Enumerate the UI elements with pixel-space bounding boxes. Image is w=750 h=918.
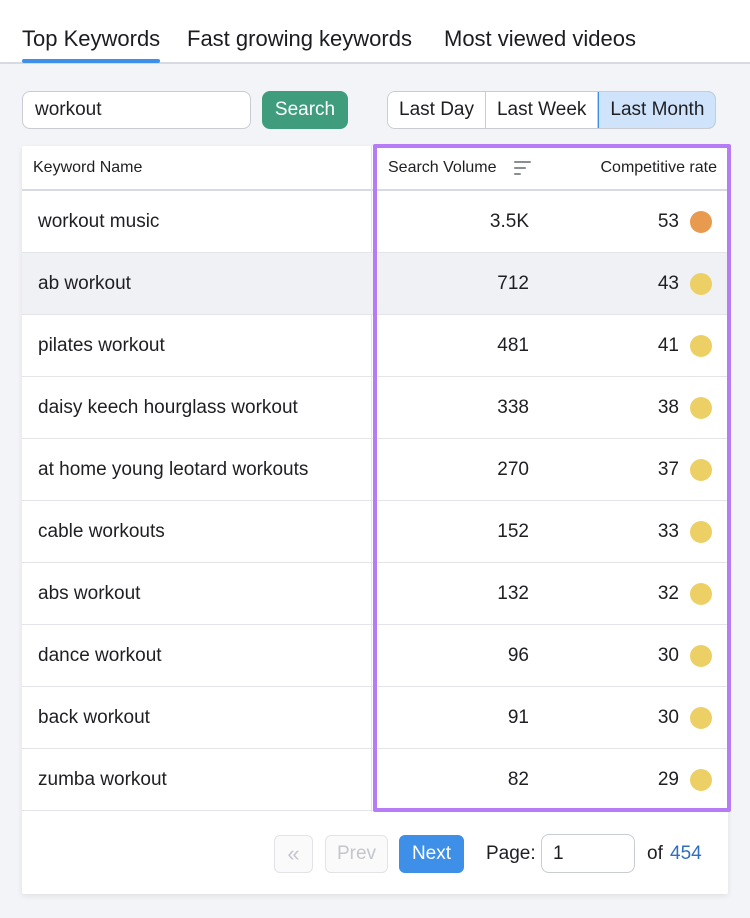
competition-dot-icon (690, 707, 712, 729)
competition-dot-icon (690, 521, 712, 543)
keyword-name[interactable]: cable workouts (38, 521, 165, 542)
search-volume: 152 (497, 521, 529, 542)
keyword-name[interactable]: pilates workout (38, 335, 165, 356)
competitive-rate: 30 (657, 707, 679, 728)
keyword-name[interactable]: dance workout (38, 645, 162, 666)
page-input[interactable] (541, 834, 635, 873)
competition-dot-icon (690, 273, 712, 295)
table-row[interactable]: at home young leotard workouts 270 37 (22, 439, 728, 501)
table-row[interactable]: cable workouts 152 33 (22, 501, 728, 563)
search-volume: 96 (507, 645, 529, 666)
competition-dot-icon (690, 335, 712, 357)
header-keyword-name: Keyword Name (33, 159, 143, 176)
search-volume: 270 (497, 459, 529, 480)
search-volume: 338 (497, 397, 529, 418)
keyword-name[interactable]: workout music (38, 211, 160, 232)
tab-most-viewed-videos[interactable]: Most viewed videos (444, 26, 636, 51)
sort-icon[interactable] (514, 161, 532, 175)
search-volume: 82 (507, 769, 529, 790)
competition-dot-icon (690, 583, 712, 605)
next-button[interactable]: Next (399, 835, 464, 873)
table-row[interactable]: workout music 3.5K 53 (22, 191, 728, 253)
search-input[interactable] (22, 91, 251, 129)
keyword-name[interactable]: abs workout (38, 583, 141, 604)
search-volume: 3.5K (489, 211, 529, 232)
table-row[interactable]: daisy keech hourglass workout 338 38 (22, 377, 728, 439)
table-header: Keyword Name Search Volume Competitive r… (22, 146, 728, 191)
competitive-rate: 43 (657, 273, 679, 294)
competitive-rate: 29 (657, 769, 679, 790)
keyword-name[interactable]: at home young leotard workouts (38, 459, 309, 480)
period-last-day[interactable]: Last Day (388, 92, 486, 128)
competition-dot-icon (690, 645, 712, 667)
table-row[interactable]: pilates workout 481 41 (22, 315, 728, 377)
search-volume: 132 (497, 583, 529, 604)
header-search-volume[interactable]: Search Volume (388, 159, 497, 176)
table-row[interactable]: back workout 91 30 (22, 687, 728, 749)
tab-top-keywords[interactable]: Top Keywords (22, 24, 161, 63)
competitive-rate: 37 (657, 459, 679, 480)
competitive-rate: 53 (657, 211, 679, 232)
search-volume: 712 (497, 273, 529, 294)
table-row[interactable]: abs workout 132 32 (22, 563, 728, 625)
keyword-name[interactable]: zumba workout (38, 769, 167, 790)
period-selector: Last Day Last Week Last Month (387, 91, 717, 129)
competitive-rate: 30 (657, 645, 679, 666)
competition-dot-icon (690, 397, 712, 419)
table-row[interactable]: ab workout 712 43 (22, 253, 728, 315)
competitive-rate: 32 (657, 583, 679, 604)
competitive-rate: 41 (657, 335, 679, 356)
keyword-name[interactable]: ab workout (38, 273, 131, 294)
search-volume: 481 (497, 335, 529, 356)
column-divider (371, 146, 372, 812)
period-last-month[interactable]: Last Month (598, 92, 716, 128)
pagination: « Prev Next Page: of 454 (22, 812, 728, 894)
first-page-button[interactable]: « (274, 835, 313, 873)
page-label: Page: (486, 843, 536, 864)
competitive-rate: 33 (657, 521, 679, 542)
competitive-rate: 38 (657, 397, 679, 418)
table-row[interactable]: zumba workout 82 29 (22, 749, 728, 811)
tab-bar: Top Keywords Fast growing keywords Most … (0, 0, 750, 64)
keyword-name[interactable]: daisy keech hourglass workout (38, 397, 298, 418)
keyword-name[interactable]: back workout (38, 707, 150, 728)
search-volume: 91 (507, 707, 529, 728)
table-row[interactable]: dance workout 96 30 (22, 625, 728, 687)
header-competitive-rate: Competitive rate (600, 159, 718, 176)
prev-button[interactable]: Prev (325, 835, 388, 873)
period-last-week[interactable]: Last Week (485, 92, 599, 128)
of-label: of (647, 843, 663, 864)
competition-dot-icon (690, 211, 712, 233)
competition-dot-icon (690, 459, 712, 481)
tab-fast-growing-keywords[interactable]: Fast growing keywords (187, 26, 412, 51)
total-pages-link[interactable]: 454 (670, 843, 702, 864)
table-body: workout music 3.5K 53 ab workout 712 43 pilate… (22, 191, 728, 811)
search-button[interactable]: Search (262, 91, 348, 129)
competition-dot-icon (690, 769, 712, 791)
